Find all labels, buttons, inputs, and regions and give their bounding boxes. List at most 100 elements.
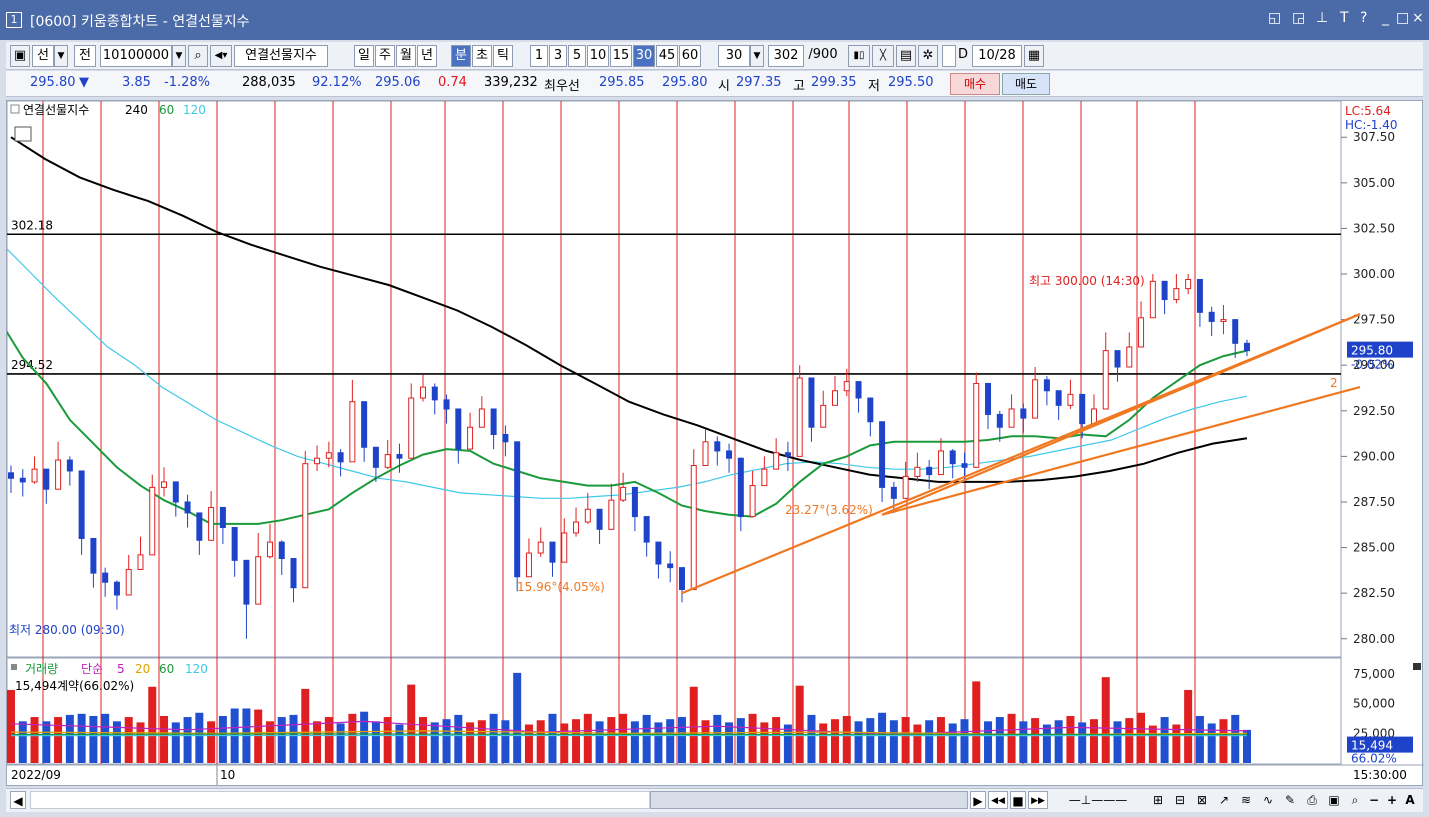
calendar-icon[interactable]: ▦ xyxy=(1024,45,1044,67)
candle-body xyxy=(631,486,638,518)
candle-body xyxy=(1220,319,1227,322)
interval-select[interactable]: 30 xyxy=(718,45,750,67)
interval-30[interactable]: 30 xyxy=(633,45,655,67)
candle-body xyxy=(1114,350,1121,368)
period-year[interactable]: 년 xyxy=(417,45,437,67)
scroll-track[interactable] xyxy=(30,791,650,809)
wave-icon[interactable]: ∿ xyxy=(1262,793,1274,807)
candle-body xyxy=(149,486,156,556)
print-icon[interactable]: ⎙ xyxy=(1307,793,1317,807)
candle-body xyxy=(455,408,462,450)
volume-collapse-icon xyxy=(1413,663,1421,670)
play-button[interactable]: ▶ xyxy=(970,791,986,809)
scroll-left-button[interactable]: ◀ xyxy=(10,791,26,809)
candle-body xyxy=(90,537,97,574)
window-number-badge[interactable]: 1 xyxy=(6,12,22,28)
date-input[interactable]: 10/28 xyxy=(972,45,1022,67)
current-price-badge xyxy=(1347,341,1413,358)
search-icon[interactable]: ⌕ xyxy=(188,45,208,67)
chart-layout-icon[interactable]: ⊞ xyxy=(1152,793,1164,807)
interval-10[interactable]: 10 xyxy=(587,45,609,67)
chart-area[interactable]: 307.50 305.00 302.50 300.00 297.50 295.00 292.… xyxy=(6,100,1424,787)
fibonacci-icon[interactable]: ≋ xyxy=(1240,793,1252,807)
period-week[interactable]: 주 xyxy=(375,45,395,67)
candle-body xyxy=(714,441,721,452)
chart-window-icon[interactable]: ⊟ xyxy=(1174,793,1186,807)
volume-bar xyxy=(572,719,581,763)
zoom-slider[interactable]: —⊥——— xyxy=(1068,793,1128,807)
restore-icon[interactable]: ◱ xyxy=(1268,10,1282,26)
volume-current-label: 15,494 xyxy=(1351,739,1393,753)
candle-body xyxy=(832,390,838,406)
price-tick-label: 287.50 xyxy=(1353,495,1395,509)
interval-15[interactable]: 15 xyxy=(610,45,632,67)
interval-45[interactable]: 45 xyxy=(656,45,678,67)
period-second[interactable]: 초 xyxy=(472,45,492,67)
period-day[interactable]: 일 xyxy=(354,45,374,67)
candle-body xyxy=(620,486,627,501)
candle-body xyxy=(902,475,909,499)
interval-60[interactable]: 60 xyxy=(679,45,701,67)
scroll-thumb[interactable] xyxy=(650,791,968,809)
candle-body xyxy=(302,463,309,589)
candle-type-icon[interactable]: ▮▯ xyxy=(848,45,870,67)
rewind-button[interactable]: ◀◀ xyxy=(988,791,1008,809)
font-icon[interactable]: T xyxy=(1340,10,1349,26)
price-tick-label: 302.50 xyxy=(1353,221,1395,235)
speaker-icon[interactable]: ◀▾ xyxy=(210,45,232,67)
layout-icon[interactable]: ▣ xyxy=(10,45,30,67)
trendline-icon[interactable]: ↗ xyxy=(1218,793,1230,807)
futures-selector[interactable]: 선 xyxy=(32,45,54,67)
trendline-3 xyxy=(881,386,1361,516)
interval-3[interactable]: 3 xyxy=(549,45,567,67)
zoom-in-button[interactable]: + xyxy=(1386,793,1398,807)
volume-bar xyxy=(1219,719,1228,763)
period-minute[interactable]: 분 xyxy=(451,45,471,67)
volume-bar xyxy=(819,723,828,763)
jeon-button[interactable]: 전 xyxy=(74,45,96,67)
trendline-2 xyxy=(881,313,1361,516)
volume-bar xyxy=(336,723,345,763)
zoom-out-button[interactable]: − xyxy=(1368,793,1380,807)
volume-bar xyxy=(1231,714,1240,763)
candle-body xyxy=(608,499,615,530)
count-input[interactable]: 302 xyxy=(768,45,804,67)
window-icon[interactable]: ◲ xyxy=(1292,10,1306,26)
close-icon[interactable]: × xyxy=(1412,10,1424,26)
pin-icon[interactable]: ⊥ xyxy=(1316,10,1329,26)
save-icon[interactable]: ▤ xyxy=(896,45,916,67)
maximize-icon[interactable]: □ xyxy=(1396,10,1410,26)
export-icon[interactable]: ▣ xyxy=(1328,793,1340,807)
code-dropdown-icon[interactable]: ▼ xyxy=(172,45,186,67)
volume-bar xyxy=(466,722,475,763)
chart-split-icon[interactable]: ⊠ xyxy=(1196,793,1208,807)
sell-button[interactable]: 매도 xyxy=(1002,73,1050,95)
candle-body xyxy=(1032,379,1039,419)
candle-body xyxy=(255,556,262,605)
help-icon[interactable]: ? xyxy=(1360,10,1368,26)
date-checkbox[interactable] xyxy=(942,45,956,67)
volume-bar xyxy=(936,717,945,763)
minimize-icon[interactable]: _ xyxy=(1382,10,1389,26)
magnifier-icon[interactable]: ⌕ xyxy=(1351,793,1359,807)
volume-bar xyxy=(454,714,463,763)
interval-1[interactable]: 1 xyxy=(530,45,548,67)
draw-icon[interactable]: ✎ xyxy=(1284,793,1296,807)
code-input[interactable]: 10100000 xyxy=(100,45,172,67)
buy-button[interactable]: 매수 xyxy=(950,73,1000,95)
stop-button[interactable]: ■ xyxy=(1010,791,1026,809)
line-tool-icon[interactable]: ╳ xyxy=(872,45,894,67)
chevron-down-icon[interactable]: ▼ xyxy=(54,45,68,67)
font-size-button[interactable]: A xyxy=(1405,793,1415,807)
interval-dropdown-icon[interactable]: ▼ xyxy=(750,45,764,67)
time-axis-label-month: 10 xyxy=(220,768,235,782)
volume-bar xyxy=(560,723,569,763)
period-tick[interactable]: 틱 xyxy=(493,45,513,67)
candle-body xyxy=(525,552,532,578)
forward-button[interactable]: ▶▶ xyxy=(1028,791,1048,809)
candle-body xyxy=(66,459,73,472)
period-month[interactable]: 월 xyxy=(396,45,416,67)
gear-icon[interactable]: ✲ xyxy=(918,45,938,67)
price-chart[interactable]: 307.50 305.00 302.50 300.00 297.50 295.00 292.… xyxy=(7,101,1424,787)
interval-5[interactable]: 5 xyxy=(568,45,586,67)
